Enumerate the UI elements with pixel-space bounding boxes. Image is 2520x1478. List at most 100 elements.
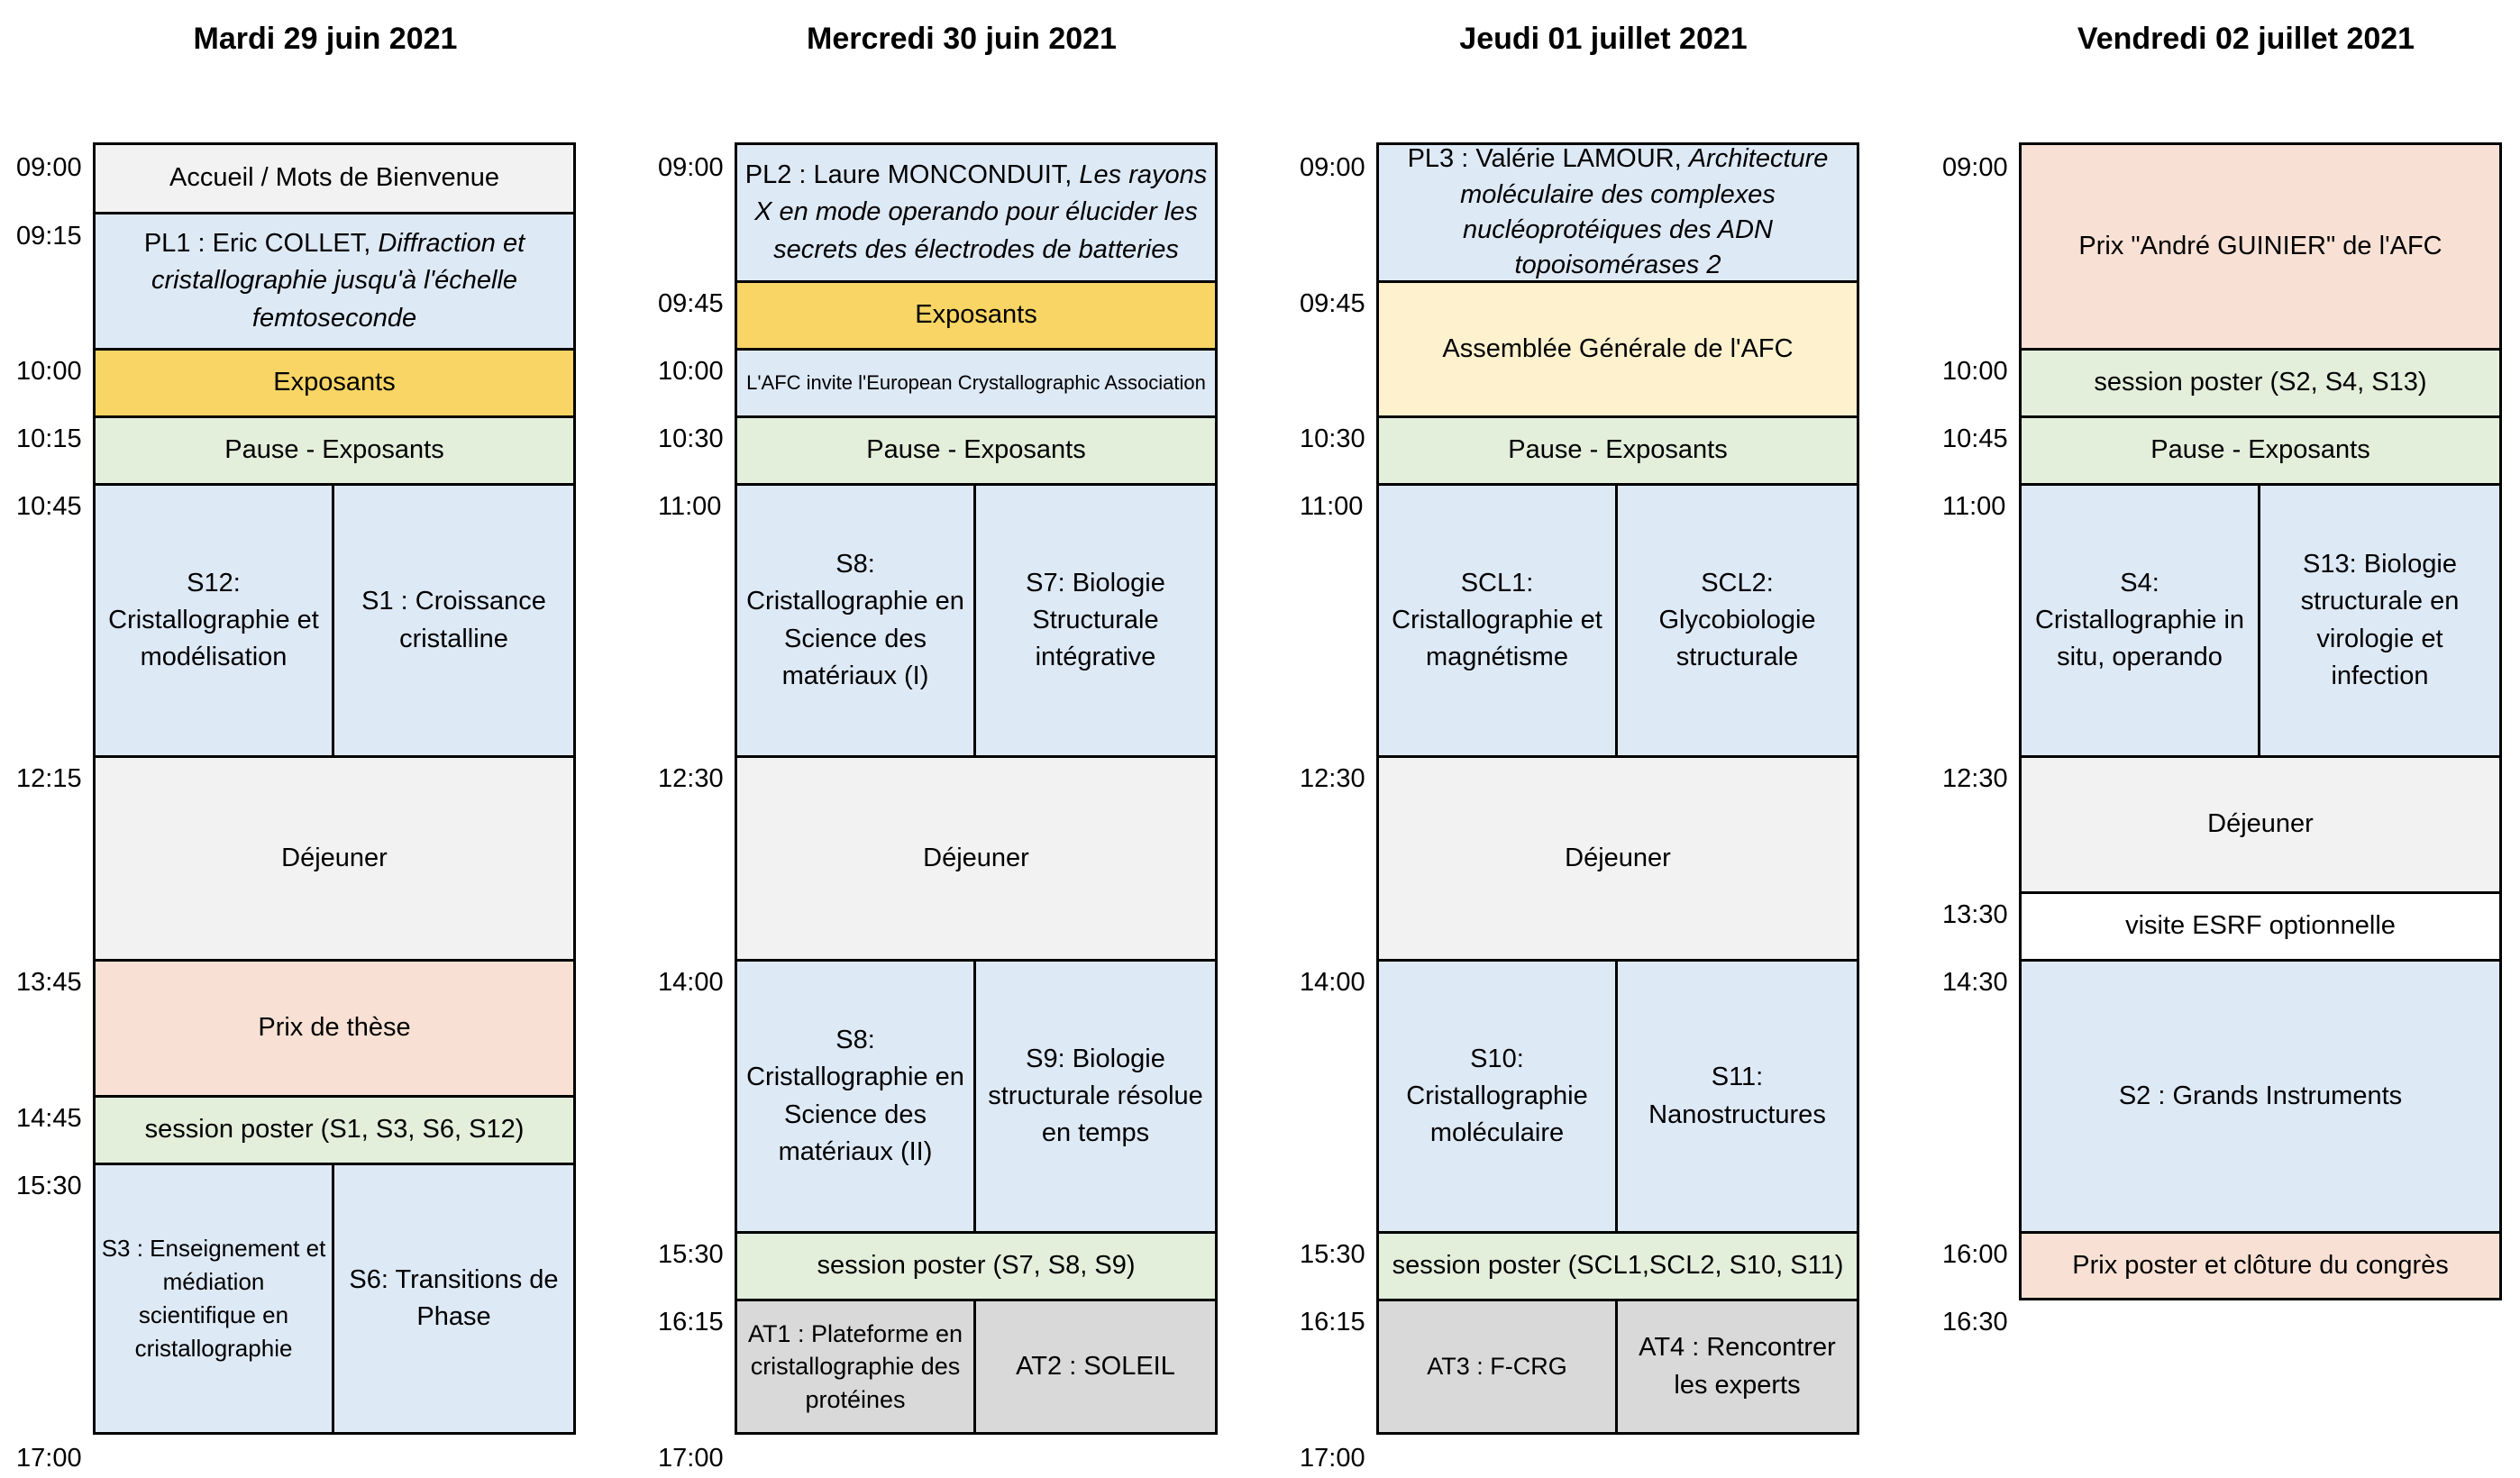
session-break: Pause - Exposants: [93, 415, 576, 483]
time-label: 12:30: [1942, 764, 2008, 793]
session-at2: AT2 : SOLEIL: [1016, 1351, 1175, 1381]
time-label: 10:30: [658, 424, 724, 453]
time-label: 10:45: [1942, 424, 2008, 453]
session-workshops: AT3 : F-CRG AT4 : Rencontrer les experts: [1376, 1299, 1859, 1435]
session-s10: S10: Cristallographie moléculaire: [1379, 962, 1618, 1231]
time-label: 09:00: [16, 153, 82, 182]
session-at1: AT1 : Plateforme en cristallographie des…: [737, 1301, 976, 1432]
session-eca: L'AFC invite l'European Crystallographic…: [735, 348, 1218, 415]
time-label: 09:45: [1300, 289, 1365, 318]
session-s2: S2 : Grands Instruments: [2019, 959, 2502, 1231]
session-parallel-morning: S12: Cristallographie et modélisation S1…: [93, 483, 576, 755]
time-label: 10:45: [16, 492, 82, 521]
session-s11: S11: Nanostructures: [1648, 1063, 1826, 1129]
session-lunch: Déjeuner: [2019, 755, 2502, 891]
time-label: 09:15: [16, 222, 82, 251]
plenary-title: Architecture moléculaire des complexes n…: [1460, 144, 1829, 280]
session-s6: S6: Transitions de Phase: [349, 1264, 559, 1331]
time-label: 17:00: [1300, 1444, 1365, 1473]
day-title: Mercredi 30 juin 2021: [807, 22, 1117, 56]
session-plenary-3: PL3 : Valérie LAMOUR, Architecture moléc…: [1376, 142, 1859, 280]
session-parallel-afternoon: S3 : Enseignement et médiation scientifi…: [93, 1163, 576, 1435]
time-label: 16:15: [1300, 1308, 1365, 1337]
session-parallel-morning: S4: Cristallographie in situ, operando S…: [2019, 483, 2502, 755]
time-label: 13:30: [1942, 900, 2008, 929]
session-poster: session poster (S7, S8, S9): [735, 1231, 1218, 1299]
day-title: Mardi 29 juin 2021: [193, 22, 458, 56]
session-at3: AT3 : F-CRG: [1379, 1301, 1618, 1432]
session-general-assembly: Assemblée Générale de l'AFC: [1376, 280, 1859, 415]
session-parallel-afternoon: S10: Cristallographie moléculaire S11: N…: [1376, 959, 1859, 1231]
time-label: 10:30: [1300, 424, 1365, 453]
session-esrf-visit: visite ESRF optionnelle: [2019, 891, 2502, 959]
time-label: 14:45: [16, 1104, 82, 1133]
session-s9: S9: Biologie structurale résolue en temp…: [988, 1044, 1203, 1148]
plenary-speaker: PL1 : Eric COLLET,: [143, 229, 379, 259]
session-parallel-morning: S8: Cristallographie en Science des maté…: [735, 483, 1218, 755]
day-column-4: Vendredi 02 juillet 2021 09:00 10:00 10:…: [1942, 0, 2520, 1478]
plenary-speaker: PL2 : Laure MONCONDUIT,: [744, 160, 1080, 190]
time-label: 16:15: [658, 1308, 724, 1337]
session-lunch: Déjeuner: [1376, 755, 1859, 959]
time-label: 14:00: [658, 968, 724, 997]
time-label: 15:30: [1300, 1240, 1365, 1269]
session-lunch: Déjeuner: [93, 755, 576, 959]
session-scl2: SCL2: Glycobiologie structurale: [1658, 568, 1816, 672]
session-poster: session poster (SCL1,SCL2, S10, S11): [1376, 1231, 1859, 1299]
session-guinier-prize: Prix "André GUINIER" de l'AFC: [2019, 142, 2502, 348]
session-plenary-1: PL1 : Eric COLLET, Diffraction et crista…: [93, 212, 576, 348]
time-label: 16:00: [1942, 1240, 2008, 1269]
session-plenary-2: PL2 : Laure MONCONDUIT, Les rayons X en …: [735, 142, 1218, 280]
session-s7: S7: Biologie Structurale intégrative: [1026, 568, 1165, 672]
session-s8-i: S8: Cristallographie en Science des maté…: [737, 486, 976, 755]
time-label: 11:00: [1942, 492, 2006, 521]
time-label: 09:00: [1300, 153, 1365, 182]
session-welcome: Accueil / Mots de Bienvenue: [93, 142, 576, 212]
session-s4: S4: Cristallographie in situ, operando: [2022, 486, 2260, 755]
session-break: Pause - Exposants: [735, 415, 1218, 483]
time-label: 10:15: [16, 424, 82, 453]
day-title: Jeudi 01 juillet 2021: [1459, 22, 1748, 56]
session-exhibitors: Exposants: [93, 348, 576, 415]
session-poster: session poster (S1, S3, S6, S12): [93, 1095, 576, 1163]
session-s13: S13: Biologie structurale en virologie e…: [2300, 550, 2460, 690]
time-label: 09:45: [658, 289, 724, 318]
time-label: 10:00: [658, 357, 724, 386]
time-label: 17:00: [16, 1444, 82, 1473]
session-closing: Prix poster et clôture du congrès: [2019, 1231, 2502, 1300]
session-scl1: SCL1: Cristallographie et magnétisme: [1379, 486, 1618, 755]
time-label: 15:30: [658, 1240, 724, 1269]
plenary-speaker: PL3 : Valérie LAMOUR,: [1407, 144, 1689, 174]
time-label: 10:00: [1942, 357, 2008, 386]
time-label: 10:00: [16, 357, 82, 386]
time-label: 16:30: [1942, 1308, 2008, 1337]
session-s1: S1 : Croissance cristalline: [361, 587, 546, 653]
session-break: Pause - Exposants: [1376, 415, 1859, 483]
day-column-2: Mercredi 30 juin 2021 09:00 09:45 10:00 …: [658, 0, 1289, 1478]
session-lunch: Déjeuner: [735, 755, 1218, 959]
time-label: 17:00: [658, 1444, 724, 1473]
time-label: 11:00: [1300, 492, 1364, 521]
plenary-title: Diffraction et cristallographie jusqu'à …: [151, 229, 525, 333]
session-parallel-morning: SCL1: Cristallographie et magnétisme SCL…: [1376, 483, 1859, 755]
session-exhibitors: Exposants: [735, 280, 1218, 348]
day-column-3: Jeudi 01 juillet 2021 09:00 09:45 10:30 …: [1300, 0, 1931, 1478]
session-at4: AT4 : Rencontrer les experts: [1639, 1333, 1836, 1400]
session-s8-ii: S8: Cristallographie en Science des maté…: [737, 962, 976, 1231]
session-s12: S12: Cristallographie et modélisation: [96, 486, 334, 755]
session-poster: session poster (S2, S4, S13): [2019, 348, 2502, 415]
day-title: Vendredi 02 juillet 2021: [2077, 22, 2415, 56]
time-label: 12:15: [16, 764, 82, 793]
time-label: 14:30: [1942, 968, 2008, 997]
time-label: 11:00: [658, 492, 722, 521]
time-label: 12:30: [658, 764, 724, 793]
session-workshops: AT1 : Plateforme en cristallographie des…: [735, 1299, 1218, 1435]
day-column-1: Mardi 29 juin 2021 09:00 09:15 10:00 10:…: [16, 0, 647, 1478]
session-thesis-prize: Prix de thèse: [93, 959, 576, 1095]
session-break: Pause - Exposants: [2019, 415, 2502, 483]
time-label: 09:00: [658, 153, 724, 182]
time-label: 09:00: [1942, 153, 2008, 182]
session-parallel-afternoon: S8: Cristallographie en Science des maté…: [735, 959, 1218, 1231]
session-s3: S3 : Enseignement et médiation scientifi…: [96, 1165, 334, 1432]
time-label: 15:30: [16, 1172, 82, 1200]
